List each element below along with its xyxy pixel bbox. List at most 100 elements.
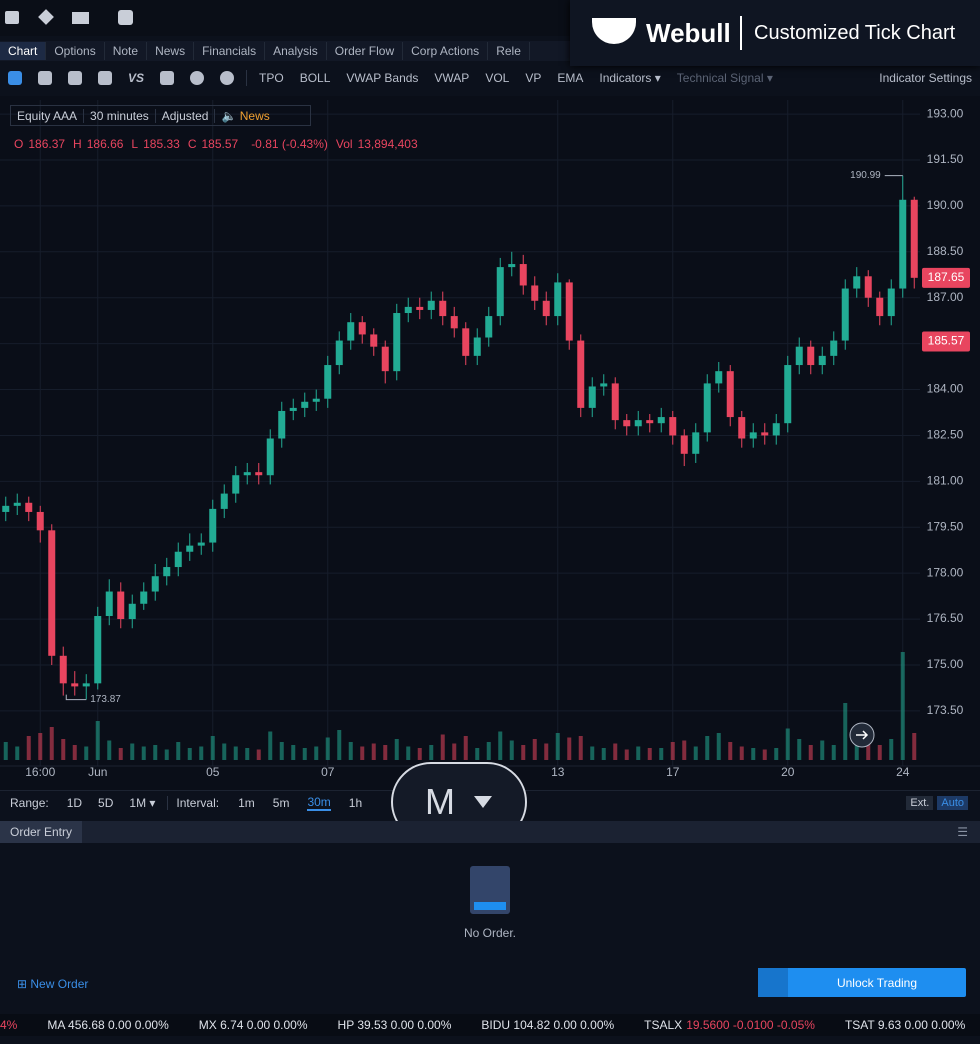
volume-bar xyxy=(164,749,169,760)
volume-bar xyxy=(49,727,54,760)
news[interactable]: 🔈 News xyxy=(221,108,270,123)
tab[interactable]: Chart xyxy=(0,42,47,60)
ohlc-value: 185.33 xyxy=(143,137,180,151)
icon[interactable] xyxy=(68,71,82,85)
candle-body xyxy=(71,683,79,687)
ticker-item: TSAT 9.63 0.00 0.00% xyxy=(844,1018,966,1032)
indicator-settings[interactable]: Indicator Settings xyxy=(879,71,972,85)
tab[interactable]: Note xyxy=(105,42,148,60)
unlock-button[interactable]: Unlock Trading xyxy=(758,968,966,997)
volume-bar xyxy=(256,749,261,760)
ticker-item: 19.5600 -0.0100 -0.05% xyxy=(686,1018,815,1032)
volume-bar xyxy=(578,736,583,760)
volume-bar xyxy=(26,736,31,760)
volume-bar xyxy=(866,742,871,760)
x-tick-label: 07 xyxy=(321,765,335,779)
tab[interactable]: Options xyxy=(46,42,105,60)
interval[interactable]: 5m xyxy=(272,795,290,810)
toolbar-item[interactable]: EMA xyxy=(557,71,584,85)
tab[interactable]: Corp Actions xyxy=(403,42,489,60)
volume-bar xyxy=(233,746,238,760)
volume-bar xyxy=(647,748,652,760)
tab[interactable]: News xyxy=(147,42,195,60)
icon[interactable] xyxy=(38,71,52,85)
candle-body xyxy=(13,502,21,506)
toolbar-item[interactable]: VWAP Bands xyxy=(346,71,419,85)
ext[interactable]: Ext. xyxy=(906,795,934,810)
ticker-item: MA 456.68 0.00 0.00% xyxy=(47,1018,169,1032)
interval[interactable]: 30m xyxy=(307,794,331,811)
range[interactable]: 1D xyxy=(66,795,83,810)
interval-label: Interval: xyxy=(176,795,220,810)
candle-body xyxy=(416,306,424,310)
volume-bar xyxy=(72,745,77,760)
icon[interactable] xyxy=(190,71,205,85)
candle-body xyxy=(795,346,803,366)
interval[interactable]: 1h xyxy=(348,795,363,810)
candle-body xyxy=(301,401,309,408)
candle-body xyxy=(496,267,504,317)
candle-body xyxy=(393,313,401,372)
auto[interactable]: Auto xyxy=(937,795,968,810)
toolbar-item[interactable]: VP xyxy=(525,71,542,85)
divider xyxy=(740,16,742,50)
candle-body xyxy=(738,417,746,439)
x-tick-label: 17 xyxy=(666,765,680,779)
adjust: Adjusted xyxy=(156,108,216,123)
toolbar-item[interactable]: VOL xyxy=(485,71,510,85)
ticker-item: TSALX xyxy=(644,1018,683,1032)
toolbar-item[interactable]: VWAP xyxy=(434,71,470,85)
volume-bar xyxy=(463,736,468,760)
x-tick-label: 20 xyxy=(781,765,795,779)
toolbar-item[interactable]: TPO xyxy=(259,71,284,85)
volume-bar xyxy=(613,743,618,760)
max-label: 190.99 xyxy=(850,170,881,181)
candle-body xyxy=(105,591,113,617)
new-order-label: New Order xyxy=(30,977,89,991)
candle-body xyxy=(450,316,458,329)
ticker-item: MX 6.74 0.00 0.00% xyxy=(198,1018,308,1032)
candle-body xyxy=(542,300,550,317)
volume-bar xyxy=(831,745,836,760)
candle-body xyxy=(749,432,757,439)
range[interactable]: 5D xyxy=(98,795,114,810)
volume-bar xyxy=(728,742,733,760)
icon[interactable] xyxy=(220,71,235,85)
candle-body xyxy=(692,432,700,454)
volume-bar xyxy=(291,745,296,760)
toolbar-item[interactable]: Indicators ▾ xyxy=(599,71,661,85)
candle-body xyxy=(634,420,642,427)
ohlc-value: 186.66 xyxy=(86,137,124,151)
icon[interactable] xyxy=(5,11,19,24)
y-tick-label: 175.00 xyxy=(927,657,964,671)
candle-body xyxy=(427,300,435,310)
icon[interactable] xyxy=(160,71,175,85)
candle-body xyxy=(611,383,619,421)
interval[interactable]: 1m xyxy=(238,795,255,810)
icon[interactable] xyxy=(8,71,22,85)
tab[interactable]: Rele xyxy=(488,42,530,60)
price-tag-label: 187.65 xyxy=(928,270,965,284)
menu-icon[interactable]: ☰ xyxy=(957,825,968,839)
volume-bar xyxy=(762,749,767,760)
volume-bar xyxy=(348,742,353,760)
toolbar-item[interactable]: Technical Signal ▾ xyxy=(676,71,773,85)
divider xyxy=(246,70,248,86)
range[interactable]: 1M ▾ xyxy=(129,795,156,810)
icon[interactable] xyxy=(38,9,54,25)
min-label: 173.87 xyxy=(90,694,121,705)
volume-bar xyxy=(877,745,882,760)
icon[interactable] xyxy=(118,10,133,25)
volume-bar xyxy=(498,731,503,760)
ohlc: O 186.37 H 186.66 L 185.33 C 185.57 -0.81 (-0.43… xyxy=(14,137,426,151)
tab[interactable]: Order Flow xyxy=(327,42,404,60)
tab[interactable]: Financials xyxy=(194,42,266,60)
new-order[interactable]: ⊞ New Order xyxy=(17,977,89,991)
vs[interactable]: VS xyxy=(128,71,145,85)
volume-bar xyxy=(590,746,595,760)
tab[interactable]: Analysis xyxy=(265,42,327,60)
toolbar-item[interactable]: BOLL xyxy=(299,71,331,85)
icon[interactable] xyxy=(98,71,112,85)
y-tick-label: 179.50 xyxy=(927,519,964,533)
icon[interactable] xyxy=(72,12,89,24)
